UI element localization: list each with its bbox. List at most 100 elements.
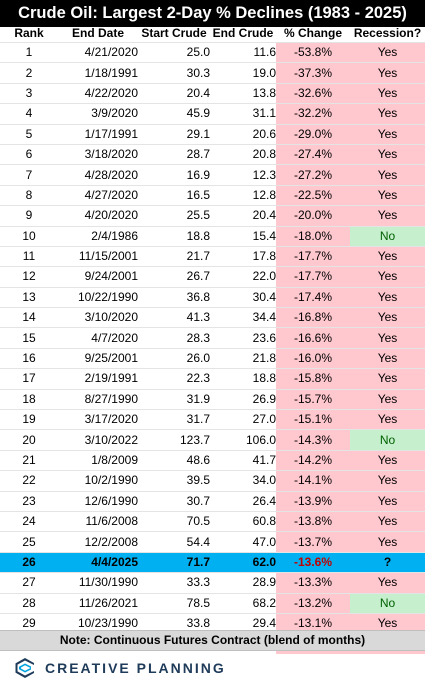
table-row: 11 11/15/2001 21.7 17.8 -17.7% Yes	[0, 246, 425, 267]
end-date-cell: 1/8/2009	[91, 453, 138, 467]
start-crude-cell: 78.5	[186, 595, 210, 610]
recession-cell: Yes	[350, 389, 425, 410]
end-crude-cell: 41.7	[252, 453, 276, 467]
recession-cell: Yes	[350, 62, 425, 84]
start-crude-cell: 39.5	[186, 473, 210, 488]
rank-cell: 14	[22, 310, 36, 325]
recession-cell: No	[350, 226, 425, 247]
pct-change-cell: -13.8%	[276, 511, 350, 532]
end-crude-cell: 17.8	[252, 249, 276, 264]
start-crude-cell: 16.5	[186, 187, 210, 202]
rank-cell: 7	[25, 167, 33, 182]
end-crude-cell: 60.8	[252, 514, 276, 529]
end-crude-cell: 106.0	[245, 432, 276, 447]
start-crude-cell: 31.7	[186, 412, 210, 427]
rank-cell: 19	[22, 412, 36, 427]
rank-cell: 2	[25, 65, 33, 80]
table-row: 26 4/4/2025 71.7 62.0 -13.6%?	[0, 552, 425, 573]
start-crude-cell: 28.3	[186, 330, 210, 345]
pct-change-cell: -13.9%	[276, 491, 350, 512]
end-date-cell: 1/17/1991	[84, 126, 138, 141]
end-crude-cell: 21.8	[252, 351, 276, 366]
col-header-pct-change: % Change	[283, 26, 342, 40]
recession-cell: Yes	[350, 205, 425, 227]
start-crude-cell: 18.8	[186, 228, 210, 243]
recession-cell: Yes	[350, 83, 425, 104]
start-crude-cell: 29.1	[186, 126, 210, 141]
recession-cell: ?	[350, 552, 425, 573]
start-crude-cell: 21.7	[186, 249, 210, 264]
pct-change-cell: -29.0%	[276, 124, 350, 145]
start-crude-cell: 71.7	[138, 552, 210, 573]
pct-change-cell: -17.7%	[276, 246, 350, 267]
table-row: 4 3/9/2020 45.9 31.1 -32.2% Yes	[0, 103, 425, 125]
end-date-cell: 3/9/2020	[91, 106, 138, 121]
end-crude-cell: 68.2	[252, 595, 276, 610]
end-date-cell: 4/7/2020	[91, 330, 138, 345]
end-crude-cell: 34.4	[252, 310, 276, 325]
recession-cell: Yes	[350, 103, 425, 125]
rank-cell: 17	[22, 371, 36, 386]
start-crude-cell: 28.7	[186, 147, 210, 162]
end-date-cell: 4/27/2020	[84, 187, 138, 202]
table-row: 23 12/6/1990 30.7 26.4 -13.9% Yes	[0, 491, 425, 512]
table-row: 5 1/17/1991 29.1 20.6 -29.0% Yes	[0, 124, 425, 145]
start-crude-cell: 26.7	[186, 269, 210, 284]
start-crude-cell: 31.9	[186, 391, 210, 406]
table-row: 14 3/10/2020 41.3 34.4 -16.8% Yes	[0, 307, 425, 328]
end-crude-cell: 62.0	[210, 552, 276, 573]
end-date-cell: 11/30/1990	[78, 575, 138, 590]
end-date-cell: 3/17/2020	[84, 412, 138, 427]
pct-change-cell: -15.1%	[276, 409, 350, 430]
end-crude-cell: 30.4	[252, 289, 276, 304]
recession-cell: Yes	[350, 144, 425, 165]
recession-cell: Yes	[350, 572, 425, 594]
rank-cell: 8	[25, 187, 33, 202]
recession-cell: Yes	[350, 185, 425, 206]
logo-text: CREATIVE PLANNING	[45, 660, 226, 676]
rank-cell: 1	[25, 45, 33, 60]
recession-cell: Yes	[350, 246, 425, 267]
start-crude-cell: 123.7	[179, 432, 210, 447]
pct-change-cell: -22.5%	[276, 185, 350, 206]
pct-change-cell: -14.3%	[276, 429, 350, 451]
recession-cell: Yes	[350, 531, 425, 553]
pct-change-cell: -16.6%	[276, 327, 350, 349]
start-crude-cell: 26.0	[186, 351, 210, 366]
table-row: 27 11/30/1990 33.3 28.9 -13.3% Yes	[0, 572, 425, 594]
start-crude-cell: 16.9	[186, 167, 210, 182]
recession-cell: Yes	[350, 613, 425, 634]
table-row: 25 12/2/2008 54.4 47.0 -13.7% Yes	[0, 531, 425, 553]
end-crude-cell: 27.0	[252, 412, 276, 427]
start-crude-cell: 30.7	[186, 493, 210, 508]
end-date-cell: 8/27/1990	[84, 391, 138, 406]
pct-change-cell: -15.8%	[276, 368, 350, 390]
end-date-cell: 12/2/2008	[84, 534, 138, 549]
end-crude-cell: 13.8	[252, 85, 276, 100]
rank-cell: 10	[22, 228, 36, 243]
end-date-cell: 11/6/2008	[85, 514, 139, 529]
page-title: Crude Oil: Largest 2-Day % Declines (198…	[0, 0, 425, 27]
table-row: 24 11/6/2008 70.5 60.8 -13.8% Yes	[0, 511, 425, 532]
end-date-cell: 1/18/1991	[84, 65, 138, 80]
start-crude-cell: 70.5	[186, 514, 210, 529]
end-date-cell: 11/26/2021	[78, 595, 138, 610]
start-crude-cell: 20.4	[186, 85, 210, 100]
pct-change-cell: -32.6%	[276, 83, 350, 104]
table-row: 13 10/22/1990 36.8 30.4 -17.4% Yes	[0, 287, 425, 308]
pct-change-cell: -53.8%	[276, 42, 350, 63]
recession-cell: Yes	[350, 124, 425, 145]
pct-change-cell: -13.6%	[276, 552, 350, 573]
end-date-cell: 9/25/2001	[84, 351, 138, 366]
rank-cell: 22	[22, 473, 36, 488]
recession-cell: Yes	[350, 511, 425, 532]
footnote: Note: Continuous Futures Contract (blend…	[0, 630, 425, 651]
logo: CREATIVE PLANNING	[13, 655, 226, 681]
start-crude-cell: 25.5	[186, 208, 210, 223]
pct-change-cell: -13.1%	[276, 613, 350, 634]
recession-cell: Yes	[350, 450, 425, 471]
end-crude-cell: 12.3	[252, 167, 276, 182]
table-row: 22 10/2/1990 39.5 34.0 -14.1% Yes	[0, 470, 425, 492]
pct-change-cell: -27.4%	[276, 144, 350, 165]
pct-change-cell: -16.0%	[276, 348, 350, 369]
